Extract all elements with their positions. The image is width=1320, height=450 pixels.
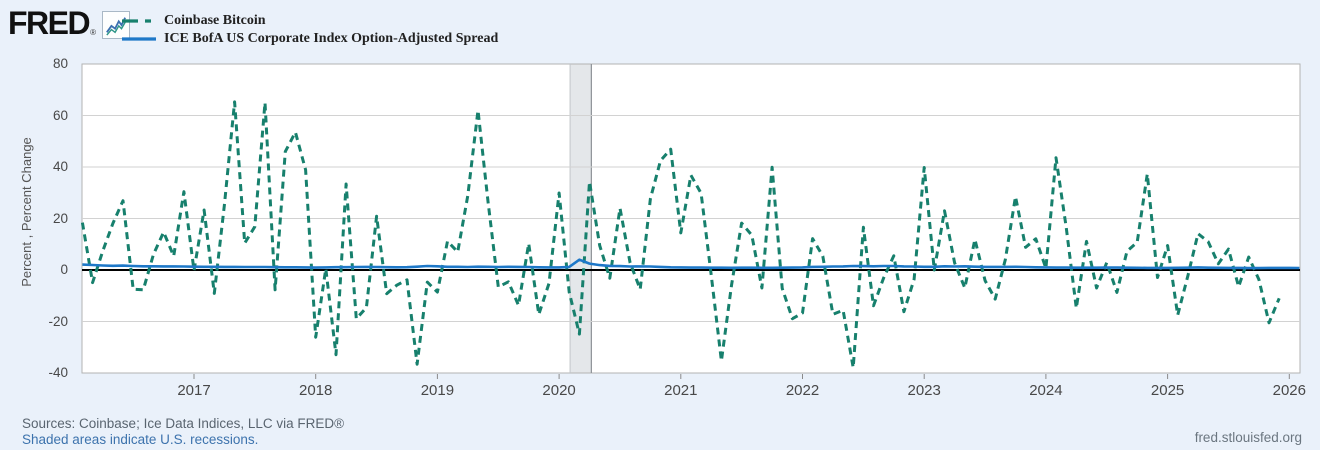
fred-logo: FRED ® bbox=[8, 5, 131, 41]
y-tick-label: 20 bbox=[52, 210, 68, 226]
legend-item-bitcoin: Coinbase Bitcoin bbox=[122, 12, 498, 29]
x-tick-label: 2021 bbox=[664, 382, 698, 399]
legend-label-bitcoin: Coinbase Bitcoin bbox=[164, 12, 266, 28]
x-tick-label: 2026 bbox=[1272, 382, 1306, 399]
fred-sparkline-icon bbox=[102, 11, 131, 39]
x-tick-label: 2023 bbox=[907, 382, 941, 399]
x-tick-label: 2020 bbox=[542, 382, 576, 399]
y-tick-label: -40 bbox=[48, 365, 68, 380]
chart-legend: Coinbase Bitcoin ICE BofA US Corporate I… bbox=[122, 12, 498, 48]
y-tick-label: 40 bbox=[52, 159, 68, 174]
legend-label-oas: ICE BofA US Corporate Index Option-Adjus… bbox=[164, 30, 499, 46]
x-tick-label: 2022 bbox=[785, 382, 820, 399]
sources-text: Sources: Coinbase; Ice Data Indices, LLC… bbox=[22, 416, 345, 431]
solid-line-sample-icon bbox=[122, 36, 156, 41]
y-tick-label: 80 bbox=[52, 56, 68, 71]
y-tick-label: -20 bbox=[48, 313, 68, 329]
legend-item-oas: ICE BofA US Corporate Index Option-Adjus… bbox=[122, 30, 498, 47]
x-tick-label: 2024 bbox=[1029, 382, 1063, 399]
series-line-oas bbox=[82, 258, 1300, 270]
registered-trademark: ® bbox=[90, 28, 97, 37]
recession-note-link[interactable]: Shaded areas indicate U.S. recessions. bbox=[22, 432, 259, 447]
fred-site-link[interactable]: fred.stlouisfed.org bbox=[1194, 430, 1302, 445]
y-axis-title: Percent , Percent Change bbox=[19, 137, 34, 287]
x-tick-label: 2025 bbox=[1150, 382, 1185, 399]
fred-logo-text: FRED bbox=[8, 5, 91, 41]
x-tick-label: 2018 bbox=[299, 382, 333, 399]
x-tick-label: 2017 bbox=[177, 382, 211, 399]
y-tick-label: 60 bbox=[52, 107, 68, 123]
dashed-line-sample-icon bbox=[122, 18, 156, 23]
y-tick-label: 0 bbox=[60, 262, 68, 277]
x-tick-label: 2019 bbox=[420, 382, 455, 399]
series-line-bitcoin bbox=[80, 100, 1281, 370]
